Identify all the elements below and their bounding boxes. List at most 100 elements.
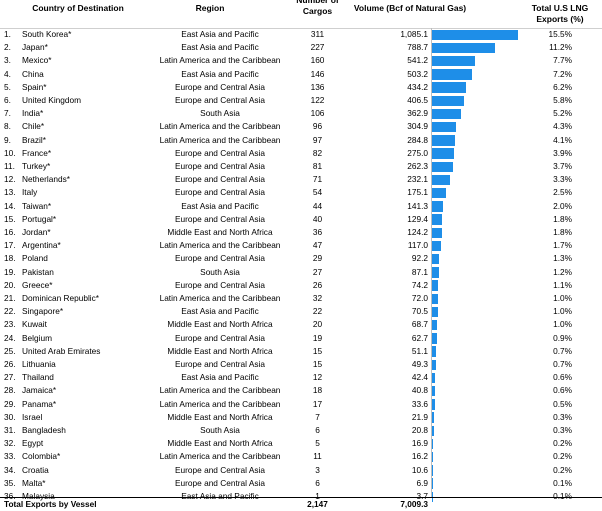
country-cell: Israel [22, 411, 43, 422]
region-cell: East Asia and Pacific [181, 306, 259, 317]
share-cell: 0.3% [553, 425, 572, 435]
row-number: 18. [4, 253, 16, 264]
volume-bar [432, 385, 436, 397]
cargos-cell: 17 [312, 398, 323, 409]
row-number: 1. [4, 29, 11, 39]
row-number: 8. [4, 121, 11, 132]
region-cell: Latin America and the Caribbean [159, 134, 281, 145]
volume-bar [432, 293, 438, 304]
country-cell: Panama* [22, 398, 57, 409]
share-cell: 5.2% [553, 108, 572, 119]
row-number: 36. [4, 491, 16, 501]
table-row: 26. Lithuania Europe and Central Asia 15 49.… [0, 358, 602, 371]
volume-cell: 21.9 [411, 411, 428, 422]
share-cell: 0.2% [553, 438, 572, 449]
table-row: 10. France* Europe and Central Asia 82 275.0… [0, 147, 602, 160]
cargos-cell: 82 [312, 147, 323, 158]
country-cell: Greece* [22, 279, 53, 290]
country-cell: Singapore* [22, 306, 64, 317]
share-cell: 1.1% [553, 279, 572, 290]
country-cell: United Arab Emirates [22, 345, 101, 356]
total-cargos: 2,147 [307, 499, 328, 509]
country-cell: France* [22, 147, 52, 158]
region-cell: Latin America and the Caribbean [159, 55, 281, 66]
country-cell: Bangladesh [22, 425, 66, 435]
region-cell: Europe and Central Asia [175, 174, 265, 185]
region-cell: Middle East and North Africa [167, 319, 273, 330]
row-number: 30. [4, 411, 16, 422]
table-row: 9. Brazil* Latin America and the Caribbean… [0, 134, 602, 147]
country-cell: Chile* [22, 121, 45, 132]
row-number: 28. [4, 385, 16, 396]
table-row: 17. Argentina* Latin America and the Carib… [0, 239, 602, 252]
row-number: 19. [4, 266, 16, 277]
row-number: 9. [4, 134, 11, 145]
table-row: 14. Taiwan* East Asia and Pacific 44 141.3 2.… [0, 200, 602, 213]
table-row: 35. Malta* Europe and Central Asia 6 6.9 0.1% [0, 477, 602, 490]
share-cell: 0.5% [553, 398, 572, 409]
volume-cell: 16.9 [411, 438, 428, 449]
volume-bar [432, 187, 446, 199]
volume-cell: 788.7 [407, 42, 428, 53]
share-cell: 0.2% [553, 451, 572, 462]
table-row: 36. Malaysia East Asia and Pacific 1 3.7 0.1% [0, 490, 602, 503]
cargos-cell: 71 [312, 174, 323, 185]
share-cell: 1.0% [553, 306, 572, 317]
table-row: 28. Jamaica* Latin America and the Caribbe… [0, 384, 602, 397]
table-row: 12. Netherlands* Europe and Central Asia 71… [0, 173, 602, 186]
volume-bar [432, 29, 518, 40]
country-cell: Spain* [22, 81, 47, 92]
share-cell: 2.5% [553, 187, 572, 198]
header-divider [0, 28, 602, 29]
share-cell: 0.3% [553, 411, 572, 422]
table-row: 33. Colombia* Latin America and the Caribb… [0, 450, 602, 463]
table-row: 22. Singapore* East Asia and Pacific 22 70.5… [0, 305, 602, 318]
region-cell: Middle East and North Africa [167, 438, 273, 449]
country-cell: Netherlands* [22, 174, 70, 185]
volume-cell: 49.3 [411, 359, 428, 369]
country-cell: Turkey* [22, 161, 51, 171]
share-cell: 1.7% [553, 240, 572, 251]
region-cell: East Asia and Pacific [181, 200, 259, 211]
volume-bar [432, 280, 438, 291]
row-number: 4. [4, 68, 11, 79]
volume-cell: 70.5 [411, 306, 428, 317]
share-cell: 1.0% [553, 319, 572, 330]
table-row: 27. Thailand East Asia and Pacific 12 42.4 0.… [0, 371, 602, 384]
volume-cell: 92.2 [411, 253, 428, 264]
cargos-cell: 44 [312, 200, 323, 211]
volume-bar [432, 438, 434, 450]
volume-bar [432, 346, 437, 357]
cargos-cell: 12 [312, 372, 323, 383]
volume-cell: 62.7 [411, 332, 428, 343]
volume-cell: 20.8 [411, 425, 428, 435]
volume-bar [432, 359, 436, 370]
volume-cell: 3.7 [416, 491, 428, 501]
cargos-column-header: Number of Cargos [296, 0, 339, 16]
volume-cell: 72.0 [411, 293, 428, 303]
region-cell: Europe and Central Asia [175, 147, 265, 158]
volume-cell: 1,085.1 [400, 29, 428, 39]
volume-bar [432, 267, 439, 278]
region-cell: South Asia [200, 108, 240, 119]
table-row: 31. Bangladesh South Asia 6 20.8 0.3% [0, 424, 602, 437]
table-row: 11. Turkey* Europe and Central Asia 81 262.3… [0, 160, 602, 173]
row-number: 22. [4, 306, 16, 317]
bar-axis-line [431, 28, 432, 498]
volume-cell: 16.2 [411, 451, 428, 462]
region-column-header: Region [195, 3, 225, 13]
volume-bar [432, 319, 438, 331]
share-cell: 0.6% [553, 385, 572, 396]
region-cell: Europe and Central Asia [175, 332, 265, 343]
row-number: 21. [4, 293, 16, 303]
country-cell: Taiwan* [22, 200, 52, 211]
country-cell: Malta* [22, 477, 46, 488]
share-cell: 0.7% [553, 359, 572, 369]
table-row: 6. United Kingdom Europe and Central Asia 1… [0, 94, 602, 107]
share-cell: 3.7% [553, 161, 572, 171]
country-cell: Kuwait [22, 319, 47, 330]
cargos-cell: 106 [310, 108, 325, 119]
region-cell: Europe and Central Asia [175, 213, 265, 224]
volume-cell: 284.8 [407, 134, 428, 145]
country-cell: Croatia [22, 464, 49, 475]
